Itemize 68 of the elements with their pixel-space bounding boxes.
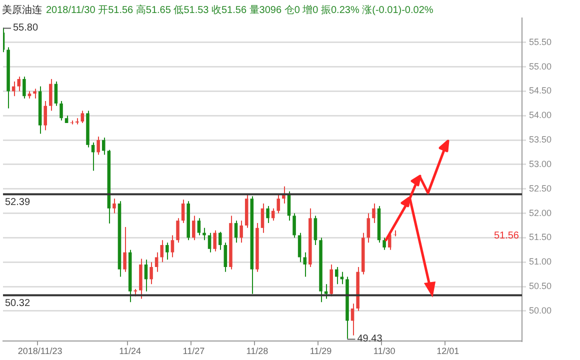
y-tick-label: 53.50: [529, 134, 552, 145]
candlestick: [366, 212, 370, 244]
candlestick: [166, 242, 169, 260]
candlestick: [123, 226, 126, 272]
y-tick-label: 50.50: [529, 281, 552, 292]
y-tick-label: 52.50: [529, 183, 552, 194]
candlestick: [276, 193, 280, 214]
candlestick: [17, 76, 21, 92]
annotation: 55.80: [13, 22, 38, 34]
x-tick-label: 11/30: [373, 346, 396, 356]
candlestick: [292, 212, 296, 238]
x-tick-label: 11/28: [246, 346, 268, 356]
y-tick-label: 55.50: [529, 36, 552, 47]
candlestick: [350, 303, 354, 336]
y-tick-label: 51.00: [529, 256, 552, 267]
candlestick: [102, 137, 106, 156]
annotation: 49.43: [357, 334, 383, 345]
candlestick: [91, 142, 95, 172]
candlestick: [49, 78, 52, 112]
candlestick: [218, 231, 222, 250]
ref-line-label: 50.32: [5, 298, 30, 310]
x-tick-label: 11/29: [310, 346, 332, 356]
candlestick: [144, 259, 148, 292]
candlestick: [234, 220, 238, 244]
y-tick-label: 54.00: [529, 110, 552, 120]
candlestick: [372, 203, 376, 224]
y-tick-label: 55.00: [529, 61, 552, 72]
candlestick: [170, 234, 174, 258]
candlestick: [208, 232, 212, 253]
candlestick: [176, 218, 180, 244]
ref-line-label: 52.39: [5, 196, 30, 208]
candlestick: [80, 110, 84, 124]
x-tick-label: 12/01: [436, 346, 460, 356]
candlestick: [154, 252, 158, 272]
x-tick-label: 11/27: [182, 346, 205, 356]
candlestick: [44, 100, 48, 131]
chart-subtitle: 2018/11/30 开51.56 高51.65 低51.53 收51.56 量3096 仓0 增0 振0.23% 涨(-0.01)-0.02%: [46, 5, 434, 16]
y-tick-label: 53.00: [529, 158, 552, 169]
y-tick-label: 50.00: [529, 305, 552, 316]
candlestick: [335, 266, 338, 285]
candlestick: [324, 284, 328, 300]
candlestick: [314, 215, 318, 246]
candlestick: [202, 227, 206, 241]
candlestick: [266, 205, 270, 224]
y-tick-label: 51.50: [529, 232, 552, 242]
candlestick: [197, 218, 201, 236]
candlestick: [224, 242, 228, 272]
chart-title: 美原油连: [2, 5, 42, 16]
candlestick: [22, 76, 26, 100]
y-tick-label: 52.00: [529, 208, 552, 218]
candlestick: [150, 262, 153, 285]
candlestick: [240, 220, 243, 244]
candlestick: [112, 198, 116, 214]
candlestick: [192, 215, 196, 241]
candlestick: [160, 240, 164, 263]
candlestick: [382, 237, 386, 250]
candlestick: [54, 80, 58, 106]
candlestick: [60, 100, 63, 122]
candlestick: [96, 136, 100, 156]
x-tick-label: 2018/11/23: [18, 346, 62, 356]
candlestick: [213, 230, 216, 252]
candlestick: [33, 88, 36, 100]
candlestick: [260, 203, 264, 234]
x-tick-label: 11/24: [119, 346, 142, 356]
candlestick: [303, 252, 307, 278]
candlestick: [181, 199, 185, 224]
y-tick-label: 54.50: [529, 86, 552, 96]
annotation: 51.56: [494, 230, 520, 242]
